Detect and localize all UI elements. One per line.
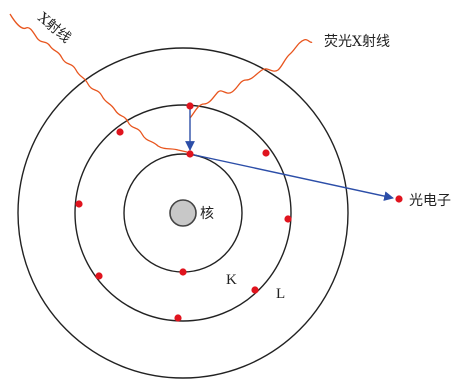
electron <box>95 272 103 280</box>
electron <box>116 128 124 136</box>
fluorescent-xray-label: 荧光X射线 <box>324 33 390 50</box>
electron <box>262 149 270 157</box>
photoelectron-label: 光电子 <box>409 193 451 209</box>
electron <box>186 102 194 110</box>
nucleus <box>169 199 197 227</box>
electrons <box>75 102 403 322</box>
electron <box>174 314 182 322</box>
electron <box>186 150 194 158</box>
outer-orbit <box>17 47 349 379</box>
nucleus-label: 核 <box>200 206 214 222</box>
photoelectron <box>395 195 403 203</box>
orbit-l <box>74 104 292 322</box>
electron <box>251 286 259 294</box>
fluorescent-xray-wave <box>189 38 313 119</box>
incident-xray-wave <box>9 13 188 153</box>
electron <box>284 215 292 223</box>
photoelectron-arrow <box>189 153 394 201</box>
shell-k-label: K <box>226 272 237 288</box>
electron <box>75 200 83 208</box>
electron <box>179 268 187 276</box>
shell-l-label: L <box>276 286 285 302</box>
